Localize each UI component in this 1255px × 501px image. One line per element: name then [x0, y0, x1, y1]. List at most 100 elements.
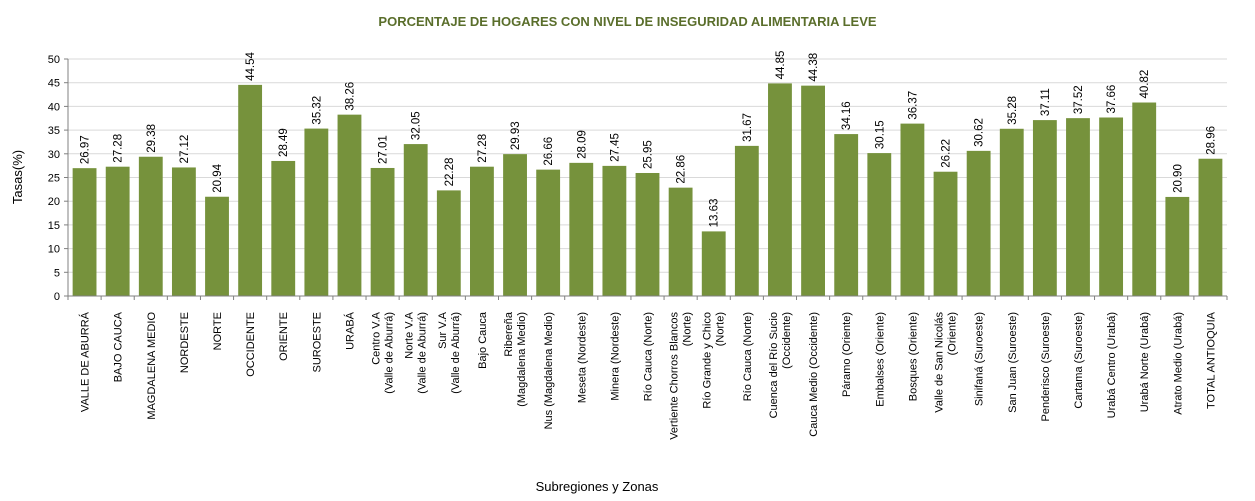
- data-label: 35.28: [1007, 96, 1019, 125]
- bar: [304, 128, 329, 296]
- x-tick-label: VALLE DE ABURRÁ: [79, 311, 92, 412]
- x-tick-label: TOTAL ANTIOQUIA: [1205, 311, 1217, 409]
- x-tick-label: Ribereña(Magdalena Medio): [503, 311, 528, 407]
- data-label: 28.49: [278, 128, 290, 157]
- x-tick-label: BAJO CAUCA: [113, 311, 125, 382]
- bar: [238, 84, 263, 296]
- x-tick-label: Río Grande y Chico(Norte): [702, 312, 727, 409]
- data-label: 35.32: [311, 96, 323, 125]
- x-tick-label: Embalses (Oriente): [874, 312, 886, 407]
- x-tick-label: Valle de San Nicolás(Oriente): [934, 312, 959, 413]
- y-tick-label: 50: [48, 54, 60, 66]
- y-axis-label: Tasas(%): [10, 150, 25, 204]
- x-tick-label: Urabá Centro (Urabá): [1106, 312, 1118, 418]
- bar: [734, 145, 759, 296]
- data-label: 26.22: [941, 139, 953, 168]
- bar: [337, 114, 362, 296]
- bar: [205, 196, 229, 296]
- bar: [999, 128, 1024, 296]
- bar: [1165, 196, 1190, 296]
- x-tick-label: NORTE: [212, 312, 224, 350]
- y-tick-label: 30: [48, 149, 60, 161]
- data-label: 30.62: [974, 118, 986, 147]
- x-tick-label: San Juan (Suroeste): [1007, 312, 1019, 413]
- x-tick-labels: VALLE DE ABURRÁ BAJO CAUCA MAGDALENA MEDIO…: [79, 311, 1218, 440]
- bar: [569, 162, 594, 296]
- x-tick-label: NORDESTE: [179, 312, 191, 373]
- value-labels: 26.97 27.28 29.38 27.12 20.94 44.54 28.49 35.32…: [80, 51, 1218, 228]
- bar: [900, 123, 925, 296]
- data-label: 27.12: [179, 135, 191, 164]
- y-tick-label: 40: [48, 101, 60, 113]
- x-tick-label: URABÁ: [343, 311, 356, 350]
- x-tick-label: Sinifaná (Suroeste): [974, 312, 986, 406]
- y-tick-label: 20: [48, 196, 60, 208]
- x-tick-label: Nus (Magdalena Medio): [543, 312, 555, 429]
- x-axis-label: Subregiones y Zonas: [536, 479, 659, 494]
- y-tick-label: 25: [48, 173, 60, 185]
- x-tick-label: Atrato Medio (Urabá): [1172, 312, 1184, 415]
- x-tick-label: Norte V.A(Valle de Aburrá): [404, 311, 429, 393]
- data-label: 37.66: [1106, 85, 1118, 114]
- data-label: 27.45: [609, 133, 621, 162]
- x-tick-label: MAGDALENA MEDIO: [146, 312, 158, 420]
- bar: [470, 166, 494, 296]
- bar: [1099, 117, 1124, 296]
- data-label: 44.54: [245, 51, 257, 80]
- x-tick-label: Bosques (Oriente): [907, 312, 919, 401]
- x-tick-label: Sur V.A(Valle de Aburrá): [437, 311, 462, 393]
- bar: [503, 154, 527, 296]
- bar: [867, 153, 892, 296]
- bar: [1032, 120, 1057, 296]
- bar: [436, 190, 461, 296]
- y-tick-label: 45: [48, 78, 60, 90]
- data-label: 29.38: [146, 124, 158, 153]
- data-label: 20.94: [212, 163, 224, 192]
- y-tick-label: 35: [48, 125, 60, 137]
- bar: [668, 187, 693, 296]
- x-tick-label: Cuenca del Río Sucio(Occidente): [768, 312, 793, 418]
- y-tick-label: 5: [54, 267, 60, 279]
- bar: [370, 167, 395, 296]
- data-label: 37.11: [1040, 88, 1052, 116]
- bar: [635, 172, 660, 296]
- data-label: 44.85: [775, 51, 787, 80]
- data-label: 13.63: [709, 199, 721, 228]
- data-label: 28.96: [1205, 126, 1217, 155]
- data-label: 22.28: [444, 158, 456, 187]
- x-tick-label: Río Cauca (Norte): [643, 312, 655, 401]
- bar: [105, 166, 130, 296]
- data-label: 38.26: [344, 82, 356, 111]
- bar: [834, 134, 859, 296]
- bar: [801, 85, 825, 297]
- x-tick-label: Cartama (Suroeste): [1073, 312, 1085, 409]
- data-label: 36.37: [907, 91, 919, 120]
- data-label: 30.15: [874, 120, 886, 149]
- bar: [966, 150, 991, 296]
- bar: [1132, 102, 1157, 296]
- x-tick-label: Centro V.A(Valle de Aburrá): [371, 311, 396, 393]
- axes: [64, 58, 1228, 300]
- data-label: 25.95: [643, 140, 655, 169]
- chart-title: PORCENTAJE DE HOGARES CON NIVEL DE INSEG…: [378, 14, 877, 29]
- x-tick-label: OCCIDENTE: [245, 312, 257, 377]
- bar: [933, 171, 958, 296]
- data-label: 37.52: [1073, 85, 1085, 114]
- data-label: 22.86: [676, 155, 688, 184]
- data-label: 32.05: [411, 111, 423, 140]
- data-label: 29.93: [510, 121, 522, 150]
- y-tick-label: 15: [48, 220, 60, 232]
- y-tick-label: 0: [54, 291, 60, 303]
- bar: [1198, 158, 1223, 296]
- bar: [171, 167, 196, 296]
- bar: [138, 156, 163, 296]
- bar: [536, 169, 561, 296]
- x-tick-label: Cauca Medio (Occidente): [808, 312, 820, 437]
- bar: [768, 83, 792, 296]
- data-label: 44.38: [808, 53, 820, 82]
- data-label: 31.67: [742, 113, 754, 142]
- x-tick-label: Vertiente Chorros Blancos(Norte): [669, 312, 694, 440]
- bar: [701, 231, 726, 296]
- x-tick-label: ORIENTE: [278, 312, 290, 361]
